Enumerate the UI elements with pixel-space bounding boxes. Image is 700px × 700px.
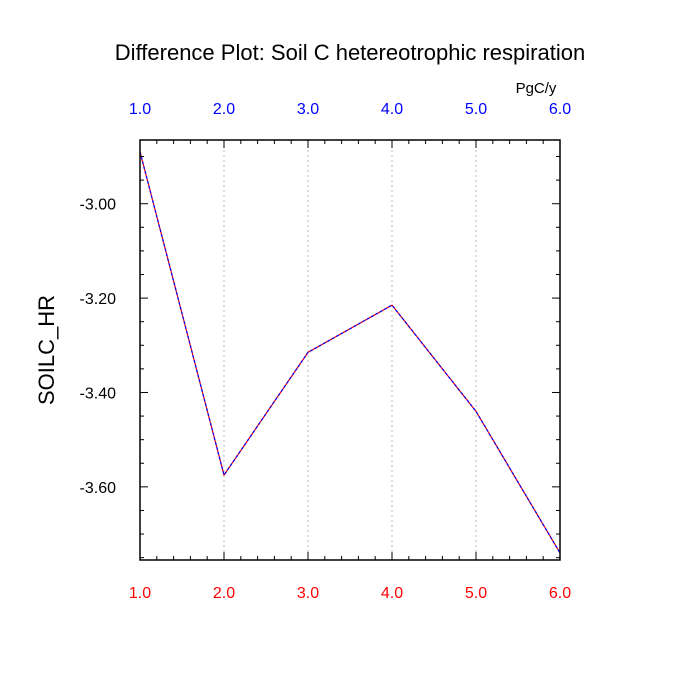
x-tick-label-top: 4.0 bbox=[381, 101, 403, 118]
y-tick-label: -3.20 bbox=[80, 291, 117, 308]
units-label: PgC/y bbox=[515, 80, 557, 97]
grid-layer bbox=[223, 140, 477, 560]
x-tick-label-bottom: 1.0 bbox=[129, 585, 151, 602]
x-tick-label-top: 5.0 bbox=[465, 101, 487, 118]
x-tick-label-bottom: 5.0 bbox=[465, 585, 487, 602]
series-line-1 bbox=[139, 151, 561, 554]
chart-title: Difference Plot: Soil C hetereotrophic r… bbox=[114, 40, 586, 65]
plot-frame bbox=[139, 139, 561, 561]
y-tick-label: -3.40 bbox=[80, 385, 117, 402]
x-tick-label-bottom: 2.0 bbox=[213, 585, 235, 602]
plot-border bbox=[139, 139, 561, 561]
x-tick-label-top: 2.0 bbox=[213, 101, 235, 118]
tick-labels-layer: 1.0 1.0 2.0 2.0 3.0 3.0 4.0 4.0 5.0 5.0 6.0 6.0 -3.0… bbox=[80, 101, 572, 602]
x-tick-label-bottom: 4.0 bbox=[381, 585, 403, 602]
x-tick-label-top: 3.0 bbox=[297, 101, 319, 118]
series-layer bbox=[139, 151, 561, 554]
series-line-red-1 bbox=[139, 151, 561, 554]
x-tick-label-bottom: 3.0 bbox=[297, 585, 319, 602]
y-tick-label: -3.00 bbox=[80, 197, 117, 214]
x-tick-label-bottom: 6.0 bbox=[549, 585, 571, 602]
y-axis-label: SOILC_HR bbox=[34, 295, 59, 405]
x-tick-label-top: 1.0 bbox=[129, 101, 151, 118]
y-tick-label: -3.60 bbox=[80, 480, 117, 497]
x-tick-label-top: 6.0 bbox=[549, 101, 571, 118]
ticks-layer bbox=[139, 140, 561, 560]
